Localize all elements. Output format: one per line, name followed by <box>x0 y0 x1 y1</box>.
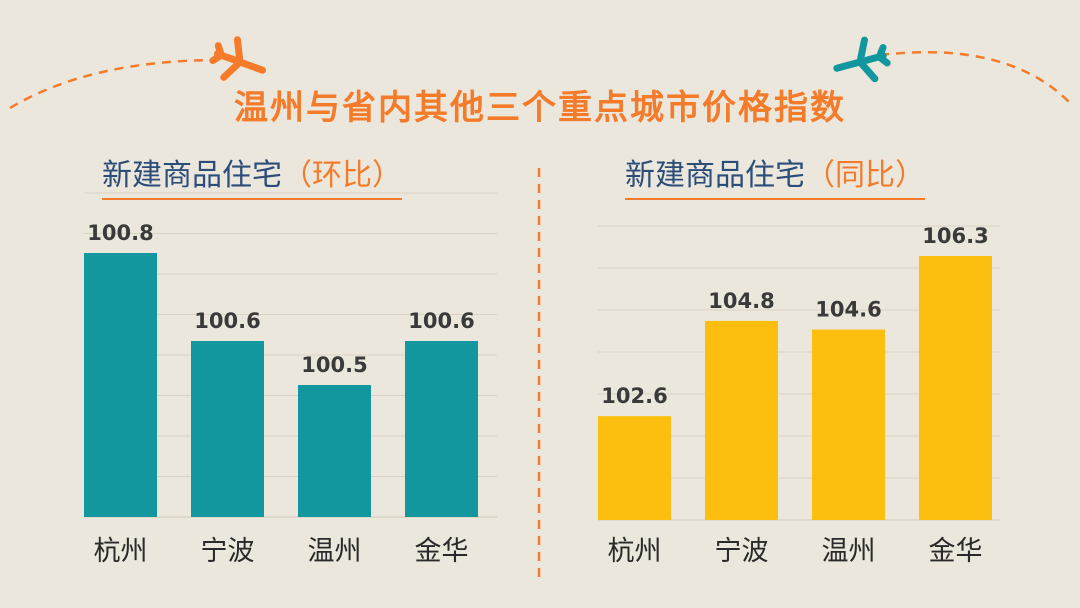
yoy-category-label: 杭州 <box>608 536 662 567</box>
mom-category-label: 金华 <box>415 536 469 567</box>
yoy-value-label: 104.6 <box>815 298 881 322</box>
mom-bar-1 <box>84 253 157 517</box>
main-title: 温州与省内其他三个重点城市价格指数 <box>234 88 846 128</box>
mom-bar-3 <box>298 385 371 517</box>
mom-value-label: 100.6 <box>194 309 260 333</box>
subtitle-mom: 新建商品住宅（环比） <box>102 150 402 200</box>
mom-category-label: 杭州 <box>94 536 148 567</box>
mom-value-label: 100.6 <box>408 309 474 333</box>
yoy-bar-1 <box>598 416 671 520</box>
subtitle-yoy-lead: 新建商品住宅 <box>625 158 805 193</box>
yoy-bar-2 <box>705 320 778 520</box>
chart-yoy: 102.6 杭州 104.8 宁波 104.6 温州 106.3 金华 <box>598 224 1000 567</box>
subtitle-yoy-paren: （同比） <box>805 158 925 193</box>
mom-value-label: 100.8 <box>87 221 153 245</box>
mom-category-label: 宁波 <box>201 536 255 567</box>
subtitle-mom-lead: 新建商品住宅 <box>102 158 282 193</box>
yoy-value-label: 102.6 <box>601 384 667 408</box>
yoy-category-label: 金华 <box>929 536 983 567</box>
yoy-value-label: 104.8 <box>708 289 774 313</box>
yoy-bar-4 <box>919 256 992 520</box>
airplane-icon-teal <box>833 36 891 83</box>
yoy-category-label: 温州 <box>822 536 876 567</box>
mom-value-label: 100.5 <box>301 353 367 377</box>
mom-bar-4 <box>405 341 478 517</box>
flight-path-left <box>9 58 221 110</box>
flight-path-right <box>879 50 1073 106</box>
airplane-icon-orange <box>209 36 267 81</box>
yoy-value-label: 106.3 <box>922 224 988 248</box>
mom-category-label: 温州 <box>308 536 362 567</box>
yoy-category-label: 宁波 <box>715 536 769 567</box>
mom-bar-2 <box>191 341 264 517</box>
chart-mom: 100.8 杭州 100.6 宁波 100.5 温州 100.6 金华 <box>84 192 497 567</box>
subtitle-mom-paren: （环比） <box>282 158 402 193</box>
yoy-bar-3 <box>812 329 885 520</box>
subtitle-yoy: 新建商品住宅（同比） <box>625 150 925 200</box>
